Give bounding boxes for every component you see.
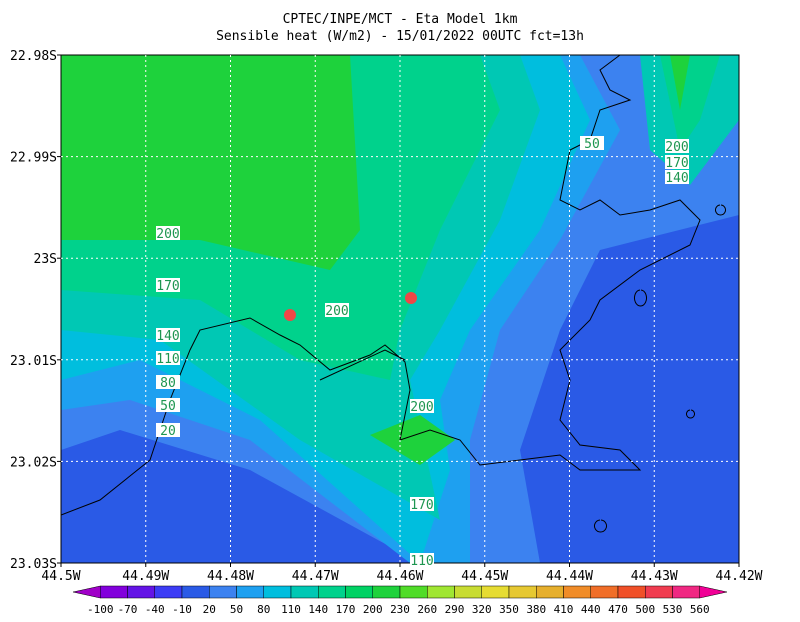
contour-label: 170 xyxy=(156,279,179,294)
contour-label-box xyxy=(156,375,180,389)
y-tick-label: 22.98S xyxy=(10,49,57,64)
colorbar-label: 350 xyxy=(499,603,519,616)
colorbar-label: 20 xyxy=(203,603,216,616)
contour-label-box xyxy=(156,423,180,437)
x-tick-label: 44.48W xyxy=(207,569,254,584)
contour-label: 170 xyxy=(665,156,688,171)
colorbar-label: 470 xyxy=(608,603,628,616)
colorbar-label: -70 xyxy=(118,603,138,616)
contour-label: 110 xyxy=(410,554,433,569)
colorbar-box xyxy=(127,585,155,599)
colorbar-arrow xyxy=(699,585,728,599)
colorbar-label: 110 xyxy=(281,603,301,616)
colorbar-label: -40 xyxy=(145,603,165,616)
contour-label-box xyxy=(325,303,349,317)
colorbar-label: -100 xyxy=(87,603,114,616)
colorbar-box xyxy=(263,585,292,599)
contour-label: 140 xyxy=(156,329,179,344)
x-tick-label: 44.44W xyxy=(546,569,593,584)
colorbar-label: 440 xyxy=(581,603,601,616)
colorbar-box xyxy=(236,585,264,599)
subtitle: Sensible heat (W/m2) - 15/01/2022 00UTC … xyxy=(216,29,584,44)
contour-label: 20 xyxy=(160,424,176,439)
contour-label: 110 xyxy=(156,352,179,367)
contour-label-box xyxy=(665,155,689,169)
colorbar-box xyxy=(427,585,455,599)
colorbar-box xyxy=(590,585,619,599)
colorbar-label: 200 xyxy=(363,603,383,616)
colorbar-arrow xyxy=(72,585,101,599)
colorbar-label: 140 xyxy=(308,603,328,616)
contour-label-box xyxy=(410,399,434,413)
contour-label: 50 xyxy=(584,137,600,152)
contour-label: 200 xyxy=(410,400,433,415)
contour-label-box xyxy=(156,398,180,412)
colorbar-box xyxy=(318,585,346,599)
x-tick-label: 44.47W xyxy=(292,569,339,584)
contour-label-box xyxy=(580,136,604,150)
title: CPTEC/INPE/MCT - Eta Model 1km xyxy=(283,12,518,27)
colorbar-box xyxy=(645,585,673,599)
colorbar-box xyxy=(100,585,128,599)
colorbar-box xyxy=(209,585,237,599)
contour-label-box xyxy=(665,170,689,184)
colorbar-box xyxy=(481,585,510,599)
colorbar-label: 530 xyxy=(663,603,683,616)
colorbar-box xyxy=(345,585,373,599)
x-tick-label: 44.49W xyxy=(122,569,169,584)
contour-label: 200 xyxy=(325,304,348,319)
colorbar-box xyxy=(508,585,537,599)
contour-label-box xyxy=(156,226,180,240)
colorbar-label: 290 xyxy=(445,603,465,616)
contour-label: 200 xyxy=(665,140,688,155)
contour-label-box xyxy=(156,328,180,342)
y-tick-label: 23.01S xyxy=(10,354,57,369)
contour-label-box xyxy=(410,553,434,567)
colorbar-label: 380 xyxy=(526,603,546,616)
colorbar-label: 170 xyxy=(336,603,356,616)
contour-label-box xyxy=(156,351,180,365)
contour-label: 170 xyxy=(410,498,433,513)
y-tick-label: 23.02S xyxy=(10,455,57,470)
colorbar-box xyxy=(154,585,183,599)
colorbar-label: 50 xyxy=(230,603,243,616)
x-tick-label: 44.46W xyxy=(377,569,424,584)
colorbar-label: 560 xyxy=(690,603,710,616)
y-tick-label: 23.03S xyxy=(10,557,57,572)
colorbar-box xyxy=(617,585,646,599)
x-tick-label: 44.5W xyxy=(41,569,80,584)
station-marker xyxy=(284,309,296,321)
station-marker xyxy=(405,292,417,304)
colorbar-label: 230 xyxy=(390,603,410,616)
colorbar-box xyxy=(672,585,700,599)
colorbar-label: 320 xyxy=(472,603,492,616)
colorbar-label: 500 xyxy=(635,603,655,616)
colorbar-box xyxy=(454,585,482,599)
colorbar-label: 80 xyxy=(257,603,270,616)
colorbar-box xyxy=(372,585,401,599)
contour-label: 80 xyxy=(160,376,176,391)
colorbar-box xyxy=(290,585,319,599)
colorbar-box xyxy=(536,585,564,599)
contour-label-box xyxy=(156,278,180,292)
colorbar-label: 260 xyxy=(417,603,437,616)
x-tick-label: 44.45W xyxy=(461,569,508,584)
contour-label-box xyxy=(665,139,689,153)
y-tick-label: 23S xyxy=(34,252,57,267)
colorbar-label: -10 xyxy=(172,603,192,616)
contour-label: 200 xyxy=(156,227,179,242)
x-tick-label: 44.42W xyxy=(716,569,763,584)
colorbar-box xyxy=(181,585,210,599)
y-tick-label: 22.99S xyxy=(10,151,57,166)
contour-label: 50 xyxy=(160,399,176,414)
contour-label-box xyxy=(410,497,434,511)
x-tick-label: 44.43W xyxy=(631,569,678,584)
colorbar-label: 410 xyxy=(554,603,574,616)
contour-label: 140 xyxy=(665,171,688,186)
colorbar-box xyxy=(563,585,591,599)
colorbar-box xyxy=(399,585,428,599)
